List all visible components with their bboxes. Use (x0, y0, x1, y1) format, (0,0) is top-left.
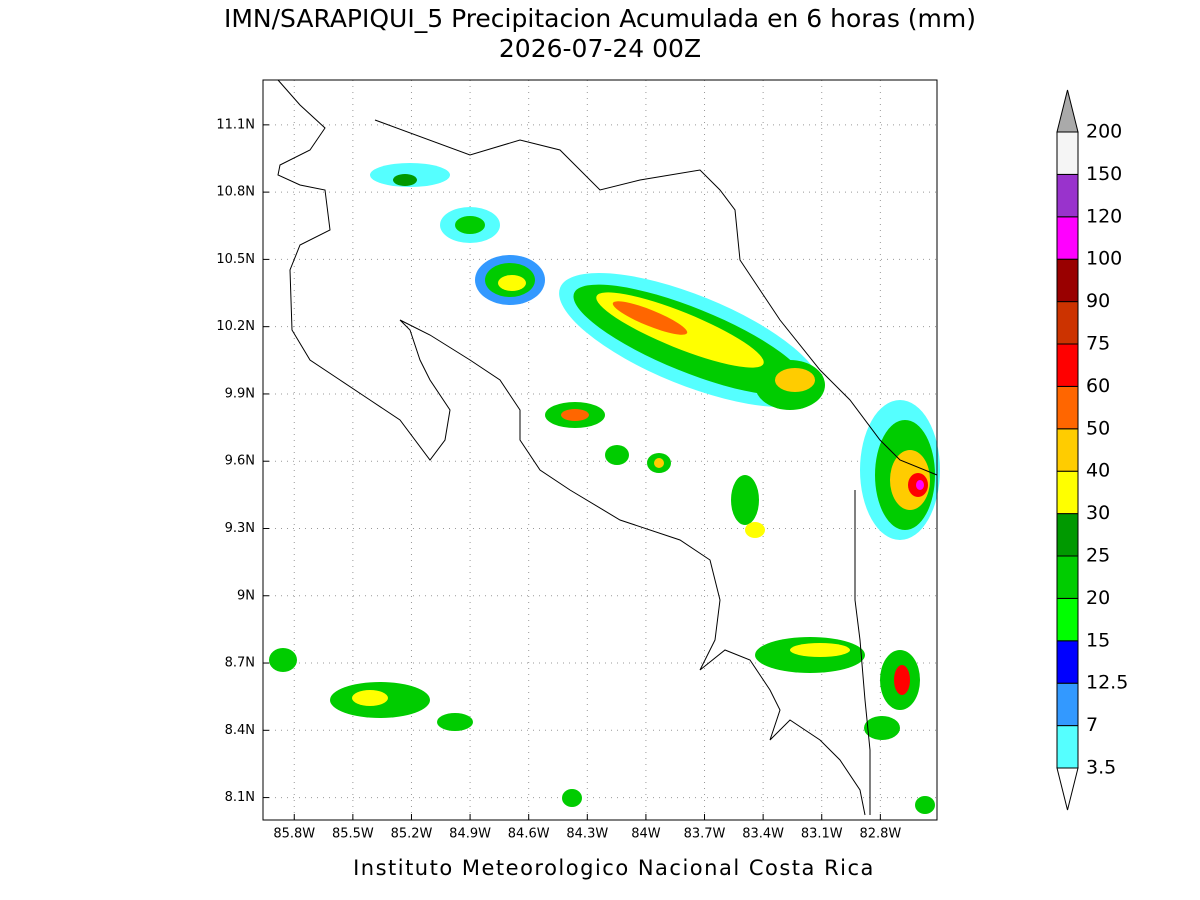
lon-tick-label: 84.9W (449, 827, 491, 842)
lon-tick-label: 82.8W (859, 827, 901, 842)
precip-area (612, 301, 688, 335)
lon-tick-label: 84.6W (508, 827, 550, 842)
precip-area (498, 275, 526, 291)
lon-tick-label: 84.3W (566, 827, 608, 842)
title: IMN/SARAPIQUI_5 Precipitacion Acumulada … (224, 4, 976, 33)
colorbar-label: 15 (1086, 629, 1110, 651)
precip-area (916, 480, 924, 490)
precip-area (864, 716, 900, 740)
lon-tick-label: 84W (631, 827, 661, 842)
colorbar-label: 90 (1086, 290, 1110, 312)
colorbar-label: 12.5 (1086, 672, 1128, 694)
colorbar-label: 30 (1086, 502, 1110, 524)
precip-area (775, 368, 815, 392)
colorbar-label: 40 (1086, 460, 1110, 482)
colorbar-swatch (1056, 216, 1079, 260)
colorbar-label: 60 (1086, 375, 1110, 397)
lon-tick-label: 83.4W (742, 827, 784, 842)
coastline (277, 79, 938, 816)
colorbar-under (1056, 767, 1079, 811)
colorbar-swatch (1056, 682, 1079, 727)
colorbar-swatch (1056, 301, 1079, 345)
lat-tick-label: 9.6N (225, 454, 255, 469)
lat-tick-label: 9.3N (225, 521, 255, 536)
lon-tick-label: 85.8W (273, 827, 315, 842)
lat-tick-label: 8.1N (225, 790, 255, 805)
subtitle: 2026-07-24 00Z (499, 34, 701, 63)
lat-tick-label: 11.1N (216, 117, 255, 132)
lat-tick-label: 8.7N (225, 656, 255, 671)
colorbar-label: 75 (1086, 333, 1110, 355)
colorbar-label: 100 (1086, 248, 1122, 270)
precip-area (790, 643, 850, 657)
precip-area (745, 522, 765, 538)
colorbar-swatch (1056, 470, 1079, 515)
colorbar-swatch (1056, 597, 1079, 642)
precip-area (605, 445, 629, 465)
lat-tick-label: 10.8N (216, 185, 255, 200)
colorbar-label: 7 (1086, 714, 1098, 736)
footer: Instituto Meteorologico Nacional Costa R… (353, 856, 875, 880)
lon-tick-label: 85.2W (391, 827, 433, 842)
colorbar-over (1056, 89, 1079, 133)
colorbar-swatch (1056, 173, 1079, 218)
colorbar-label: 120 (1086, 205, 1122, 227)
precipitation-field (269, 163, 940, 814)
precip-area (561, 409, 589, 421)
panama-border (854, 490, 871, 815)
colorbar-swatch (1056, 258, 1079, 303)
colorbar-swatch (1056, 343, 1079, 387)
precip-area (894, 665, 910, 695)
colorbar-label: 3.5 (1086, 757, 1116, 779)
colorbar-swatch (1056, 131, 1079, 175)
colorbar-swatch (1056, 513, 1079, 557)
pacific-coast (277, 79, 866, 816)
colorbar-swatch (1056, 640, 1079, 684)
precip-area (455, 216, 485, 234)
precip-area (562, 789, 582, 807)
colorbar-swatch (1056, 725, 1079, 769)
colorbar-label: 25 (1086, 545, 1110, 567)
colorbar-swatch (1056, 385, 1079, 430)
map-frame (262, 79, 938, 821)
precip-area (731, 475, 759, 525)
colorbar-label: 20 (1086, 587, 1110, 609)
caribbean-coast (374, 119, 938, 476)
lat-tick-label: 9N (237, 588, 255, 603)
colorbar-label: 50 (1086, 417, 1110, 439)
colorbar-label: 150 (1086, 163, 1122, 185)
colorbar-swatch (1056, 428, 1079, 472)
precip-area (437, 713, 473, 731)
precip-area (352, 690, 388, 706)
colorbar: 3.5 7 12.5 15 20 25 30 40 50 60 75 90 100 120 150 200 (1056, 89, 1128, 811)
precip-area (269, 648, 297, 672)
lat-tick-label: 10.5N (216, 252, 255, 267)
precip-area (654, 458, 664, 468)
colorbar-label: 200 (1086, 121, 1122, 143)
lat-tick-label: 10.2N (216, 319, 255, 334)
lat-tick-label: 9.9N (225, 386, 255, 401)
lon-tick-label: 85.5W (332, 827, 374, 842)
lon-tick-label: 83.7W (684, 827, 726, 842)
lon-tick-label: 83.1W (801, 827, 843, 842)
precip-area (393, 174, 417, 186)
colorbar-swatch (1056, 555, 1079, 599)
precip-area (915, 796, 935, 814)
lat-tick-label: 8.4N (225, 723, 255, 738)
